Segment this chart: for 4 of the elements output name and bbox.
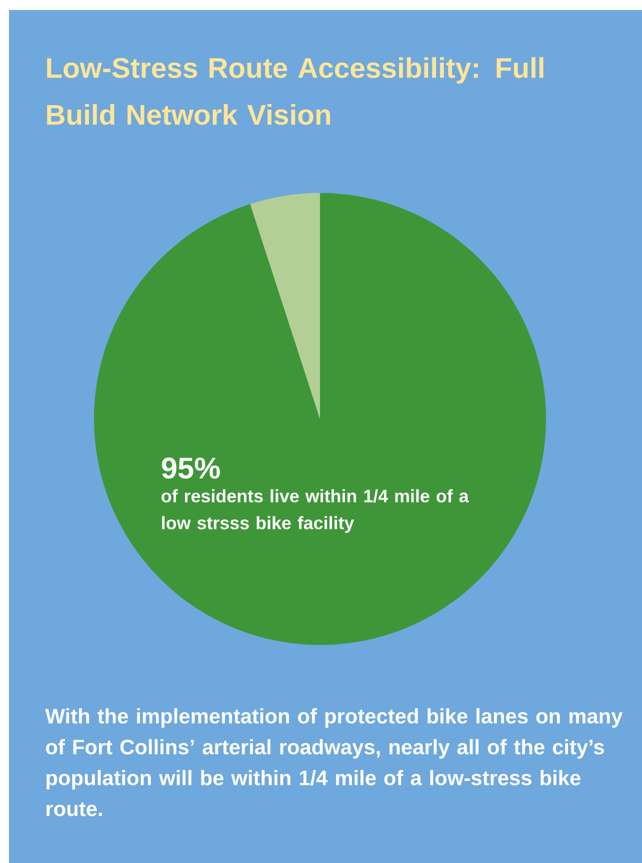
- data-label: 95%: [162, 458, 220, 479]
- text: With the implementation of protected bike lanes on many of Fort Collins’ arterial roadways, nearly all of the city’s population will be within 1/4 mile of a low-stress bike route.: [45, 708, 623, 816]
- chart-title: Low-Stress Route Accessibility: Full Build Network Vision: [47, 57, 544, 125]
- text: of residents live within 1/4 mile of a low strsss bike facility: [162, 489, 469, 533]
